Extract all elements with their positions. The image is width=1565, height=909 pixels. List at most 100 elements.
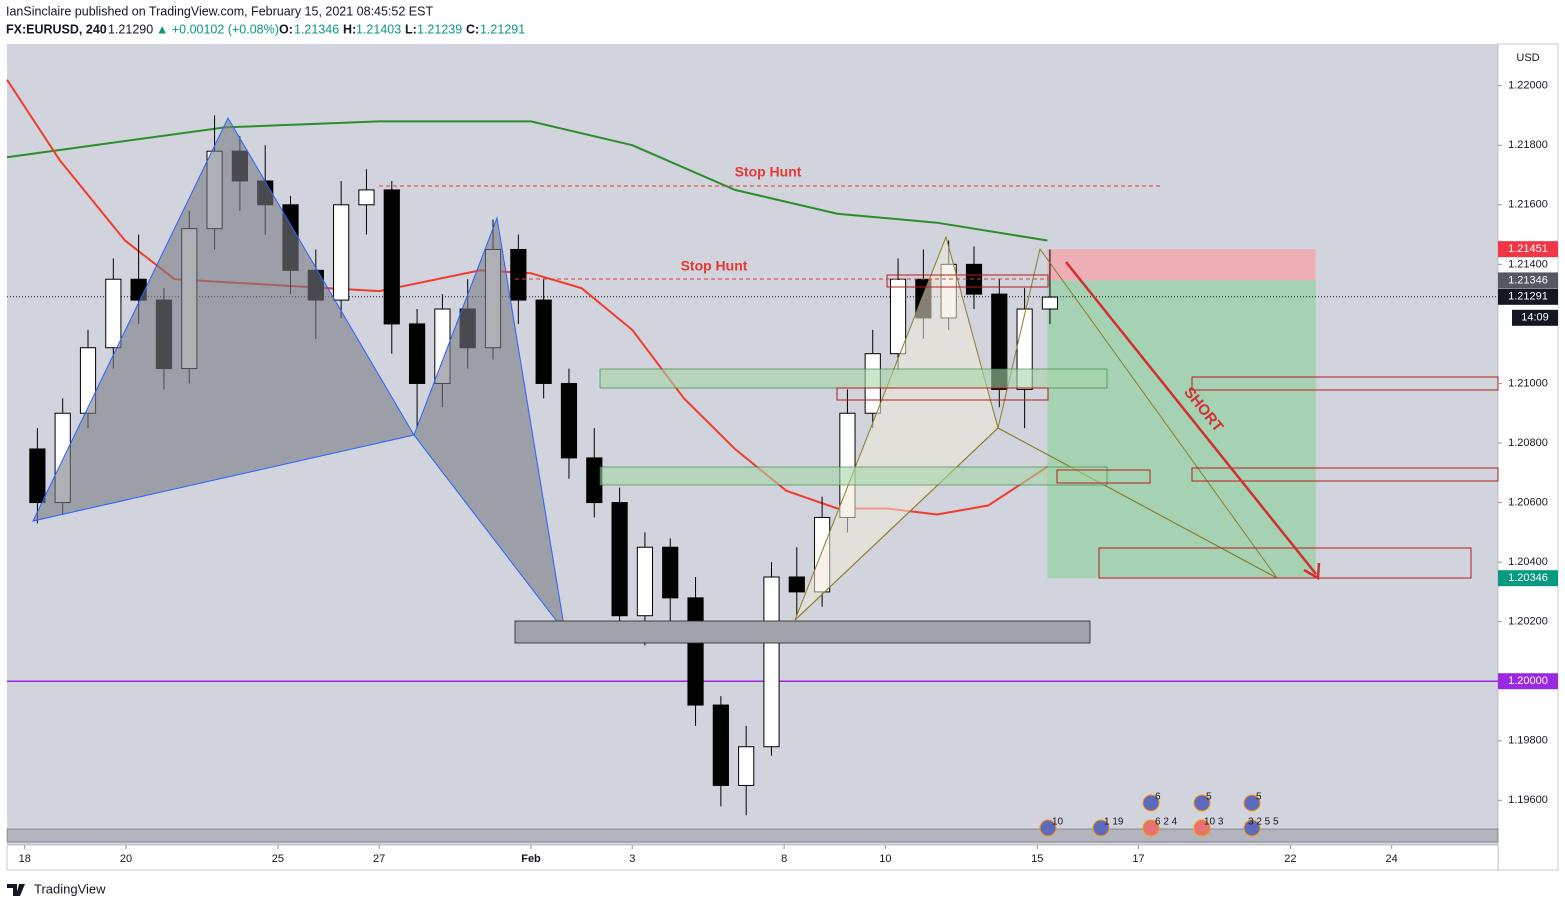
- y-tick-label: 1.21800: [1508, 139, 1548, 151]
- price-label-bg: [1498, 272, 1558, 289]
- header: IanSinclaire published on TradingView.co…: [6, 4, 525, 36]
- candle-body: [383, 189, 400, 325]
- event-count: 6 2 4: [1155, 817, 1178, 828]
- x-tick-label: 27: [373, 853, 385, 865]
- zone-box: [1056, 469, 1151, 484]
- candle-body: [889, 278, 907, 355]
- event-icon: [1142, 819, 1160, 837]
- x-tick-label: 20: [120, 853, 132, 865]
- last-price: 1.21290: [108, 22, 153, 36]
- logo-icon: [7, 884, 25, 896]
- red-boxes: [836, 274, 1499, 579]
- countdown-bg: [1512, 309, 1558, 326]
- moving-average: [6, 120, 1048, 242]
- y-tick-label: 1.20800: [1508, 437, 1548, 449]
- event-count: 5: [1206, 792, 1212, 803]
- price-label: 1.20000: [1508, 675, 1548, 687]
- price-label: 1.21291: [1508, 291, 1548, 303]
- zone-box: [1098, 547, 1472, 579]
- event-count: 10 3: [1204, 817, 1224, 828]
- candle-body: [29, 448, 46, 504]
- change: ▲ +0.00102 (+0.08%): [156, 22, 279, 36]
- events: 10 1 19 6 6 2 4 5 10 3 5 3 2 5 5: [1039, 792, 1279, 837]
- harmonic-bcd: [413, 216, 566, 633]
- candle-body: [1041, 296, 1059, 310]
- candle-body: [510, 248, 527, 301]
- event-icon: [1243, 819, 1261, 837]
- candle-body: [333, 204, 350, 301]
- candle-body: [662, 546, 679, 599]
- position-reward: [1047, 280, 1316, 579]
- ohlc-value: 1.21403: [356, 22, 401, 36]
- annotation: Stop Hunt: [735, 164, 802, 180]
- price-label: 1.21346: [1508, 274, 1548, 286]
- x-tick-label: 18: [19, 853, 31, 865]
- ohlc-label: C:: [466, 22, 479, 36]
- y-tick-label: 1.20400: [1508, 556, 1548, 568]
- symbol: FX:EURUSD, 240: [6, 22, 107, 36]
- y-tick-label: 1.21600: [1508, 199, 1548, 211]
- event-icon: [1142, 794, 1160, 812]
- event-icon: [1039, 819, 1057, 837]
- event-count: 3 2 5 5: [1248, 817, 1279, 828]
- x-tick-label: Feb: [521, 853, 541, 865]
- price-axis: [1497, 43, 1559, 871]
- event-icon: [1092, 819, 1110, 837]
- candle-body: [611, 502, 628, 617]
- ohlc-label: H:: [343, 22, 356, 36]
- candle-body: [763, 576, 780, 748]
- y-tick-label: 1.20600: [1508, 496, 1548, 508]
- candle-body: [738, 746, 755, 786]
- candle-body: [358, 189, 375, 206]
- price-label-bg: [1498, 570, 1558, 587]
- zone-box: [1191, 467, 1499, 482]
- publish-line: IanSinclaire published on TradingView.co…: [6, 4, 433, 18]
- event-count: 1 19: [1104, 817, 1124, 828]
- event-count: 5: [1256, 792, 1262, 803]
- event-icon: [1243, 794, 1261, 812]
- y-tick-label: 1.20200: [1508, 616, 1548, 628]
- x-tick-label: 10: [879, 853, 891, 865]
- x-tick-label: 24: [1386, 853, 1398, 865]
- event-count: 6: [1155, 792, 1161, 803]
- zone-box: [886, 274, 1049, 288]
- y-tick-label: 1.22000: [1508, 80, 1548, 92]
- ohlc-label: O:: [279, 22, 293, 36]
- currency: USD: [1516, 52, 1539, 64]
- candle-body: [991, 293, 1008, 390]
- x-tick-label: 17: [1132, 853, 1144, 865]
- y-tick-label: 1.21000: [1508, 377, 1548, 389]
- x-tick-label: 25: [272, 853, 284, 865]
- x-tick-label: 8: [781, 853, 787, 865]
- harmonic-xab: [32, 116, 415, 522]
- drawings: Stop Hunt Stop Hunt SHORT: [32, 116, 1499, 644]
- short-arrow: [1065, 261, 1317, 575]
- price-label-bg: [1498, 673, 1558, 690]
- y-tick-label: 1.19600: [1508, 794, 1548, 806]
- candle-body: [788, 576, 805, 593]
- ohlc-label: L:: [405, 22, 417, 36]
- time-axis: [6, 844, 1499, 871]
- arrow-head: [1303, 562, 1321, 581]
- ohlc-value: 1.21346: [294, 22, 339, 36]
- position-risk: [1047, 249, 1316, 281]
- candle-body: [712, 704, 729, 786]
- footer: TradingView: [7, 881, 106, 896]
- demand-zone: [599, 466, 1108, 486]
- countdown: 14:09: [1521, 312, 1549, 324]
- candle-body: [687, 597, 704, 706]
- candle-body: [408, 323, 426, 384]
- y-tick-label: 1.19800: [1508, 735, 1548, 747]
- candle-body: [105, 278, 122, 349]
- zone-box: [836, 387, 1049, 401]
- events-band: [6, 828, 1499, 843]
- annotation: Stop Hunt: [681, 258, 748, 274]
- ohlc-value: 1.21239: [417, 22, 462, 36]
- event-icon: [1193, 794, 1211, 812]
- ohlc-value: 1.21291: [480, 22, 525, 36]
- event-icon: [1193, 819, 1211, 837]
- candle-body: [636, 546, 654, 617]
- price-label: 1.20346: [1508, 572, 1548, 584]
